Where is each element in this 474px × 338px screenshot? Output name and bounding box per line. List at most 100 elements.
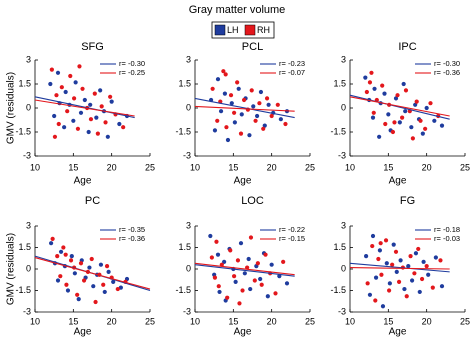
y-tick-label: 1.5: [333, 242, 346, 252]
point: [255, 261, 260, 266]
legend-label: r= -0.36: [119, 234, 145, 243]
x-tick-label: 25: [145, 162, 155, 172]
y-tick-label: 0: [186, 102, 191, 112]
point: [418, 118, 423, 123]
y-tick-label: 3: [26, 220, 31, 230]
point: [247, 133, 252, 138]
x-tick-label: 25: [145, 316, 155, 326]
point: [224, 125, 229, 130]
x-axis-label: Age: [389, 176, 407, 187]
point: [218, 109, 224, 114]
point: [52, 113, 57, 119]
point: [412, 271, 417, 276]
point: [50, 236, 55, 241]
panel: IPC -3 -1.5 0 1.5 3 10 15 20 25 Age r= -0.30r= -0.3…: [330, 41, 470, 187]
point: [108, 94, 113, 99]
y-tick-label: 3: [341, 54, 346, 64]
legend-label: r= -0.15: [279, 234, 305, 243]
point: [225, 295, 230, 300]
point: [380, 83, 385, 88]
point: [439, 123, 445, 128]
y-tick-label: 3: [26, 54, 31, 64]
point: [370, 115, 376, 120]
point: [222, 259, 227, 264]
point: [428, 101, 433, 106]
point: [373, 275, 379, 280]
point: [409, 125, 414, 130]
point: [95, 131, 100, 136]
point: [259, 282, 264, 287]
point: [382, 91, 387, 96]
point: [54, 93, 59, 98]
point: [413, 102, 418, 107]
x-axis-label: Age: [74, 327, 92, 338]
point: [86, 129, 91, 135]
point: [251, 104, 256, 109]
fit-line: [194, 264, 295, 277]
x-axis-label: Age: [74, 176, 92, 187]
point: [265, 294, 270, 299]
legend-swatch: [214, 24, 226, 36]
point: [212, 275, 218, 280]
y-axis-label: GMV (residuals): [6, 233, 17, 305]
point: [373, 298, 378, 303]
point: [235, 80, 240, 85]
panel-title: SFG: [81, 41, 104, 53]
point: [215, 252, 221, 257]
y-tick-label: 0: [341, 102, 346, 112]
point: [63, 252, 68, 257]
point: [367, 80, 373, 85]
y-tick-label: -1.5: [330, 126, 346, 136]
point: [269, 113, 274, 119]
legend-label: r= -0.25: [119, 68, 145, 77]
x-tick-label: 20: [422, 316, 432, 326]
fit-line: [34, 96, 135, 119]
point: [221, 69, 226, 74]
point: [246, 256, 251, 262]
point: [390, 262, 395, 267]
fit-line: [194, 105, 295, 112]
point: [75, 292, 80, 297]
y-tick-label: 0: [26, 263, 31, 273]
point: [430, 285, 435, 290]
y-tick-label: 1.5: [178, 78, 191, 88]
panel: LOC -3 -1.5 0 1.5 3 10 15 20 25 Age r= -0.22r= -0.1…: [175, 195, 315, 338]
point: [383, 238, 389, 243]
point: [106, 269, 111, 274]
legend-label: r= -0.30: [119, 59, 145, 68]
point: [232, 274, 237, 279]
legend-swatch: [244, 24, 256, 36]
point: [414, 99, 419, 104]
point: [367, 292, 373, 297]
point: [386, 112, 391, 117]
y-tick-label: -3: [338, 150, 346, 160]
point: [397, 120, 402, 125]
point: [433, 255, 438, 260]
y-tick-label: 1.5: [178, 242, 191, 252]
point: [396, 279, 402, 284]
y-tick-label: 3: [341, 220, 346, 230]
point: [62, 125, 67, 130]
y-tick-label: -1.5: [330, 285, 346, 295]
point: [89, 256, 94, 262]
point: [64, 282, 69, 287]
legend-label: r= -0.18: [434, 225, 460, 234]
point: [404, 294, 409, 299]
y-tick-label: -1.5: [175, 285, 191, 295]
fit-line: [349, 94, 450, 120]
point: [61, 245, 66, 250]
point: [262, 123, 267, 128]
x-tick-label: 25: [305, 162, 315, 172]
panel: SFG -3 -1.5 0 1.5 3 10 15 20 25 Age GMV (residuals)…: [6, 41, 155, 187]
point: [228, 248, 233, 253]
legend-label: LH: [227, 25, 239, 35]
y-tick-label: 3: [186, 54, 191, 64]
x-tick-label: 15: [68, 316, 78, 326]
point: [72, 271, 77, 276]
point: [238, 131, 244, 136]
point: [58, 274, 63, 279]
point: [240, 288, 245, 293]
point: [105, 134, 110, 139]
point: [49, 67, 54, 72]
point: [377, 248, 382, 253]
